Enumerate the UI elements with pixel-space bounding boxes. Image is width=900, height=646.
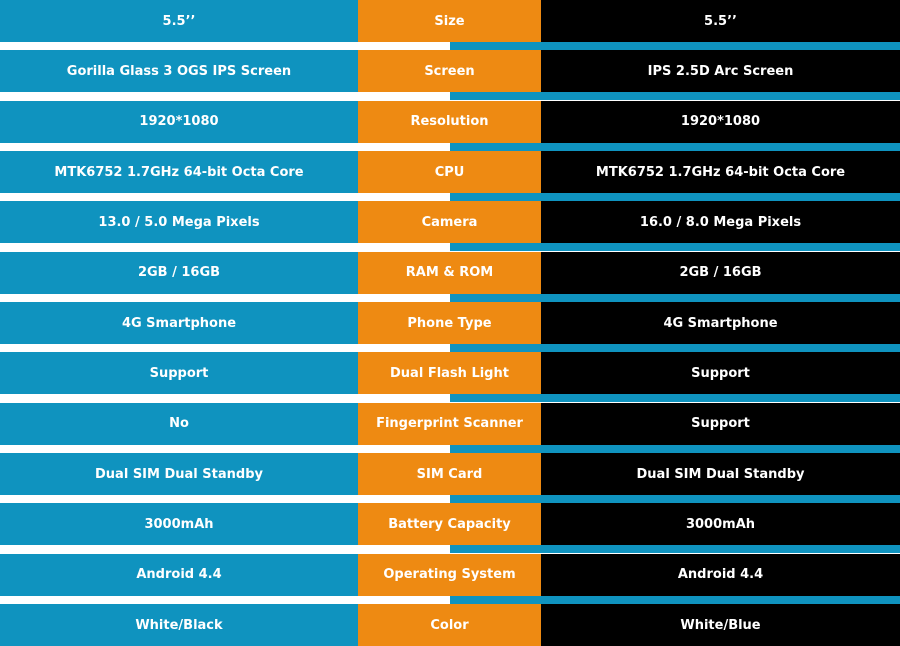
row-separator — [450, 242, 900, 252]
feature-cell: Camera — [358, 201, 541, 244]
value-cell: MTK6752 1.7GHz 64-bit Octa Core — [541, 151, 900, 193]
row-separator — [450, 544, 900, 554]
row-separator — [450, 91, 900, 101]
row-separator — [450, 141, 900, 151]
feature-cell: Resolution — [358, 100, 541, 143]
value-cell: 16.0 / 8.0 Mega Pixels — [541, 201, 900, 244]
row-separator — [450, 494, 900, 503]
row-separator — [450, 393, 900, 403]
row-separator — [450, 343, 900, 352]
value-cell: 3000mAh — [541, 503, 900, 546]
feature-cell: CPU — [358, 151, 541, 193]
value-cell: 5.5’’ — [541, 0, 900, 42]
value-cell: Android 4.4 — [0, 553, 358, 596]
row-separator — [450, 594, 900, 604]
feature-cell: SIM Card — [358, 453, 541, 495]
row-separator — [450, 443, 900, 453]
value-cell: 4G Smartphone — [541, 302, 900, 344]
row-separator — [450, 41, 900, 50]
feature-cell: RAM & ROM — [358, 251, 541, 294]
feature-cell: Phone Type — [358, 302, 541, 344]
value-cell: 3000mAh — [0, 503, 358, 546]
value-cell: 1920*1080 — [541, 100, 900, 143]
feature-cell: Operating System — [358, 553, 541, 596]
feature-cell: Size — [358, 0, 541, 42]
value-cell: IPS 2.5D Arc Screen — [541, 50, 900, 93]
value-cell: Dual SIM Dual Standby — [541, 453, 900, 495]
value-cell: 4G Smartphone — [0, 302, 358, 344]
value-cell: Gorilla Glass 3 OGS IPS Screen — [0, 50, 358, 93]
feature-cell: Screen — [358, 50, 541, 93]
value-cell: Support — [541, 402, 900, 445]
value-cell: 2GB / 16GB — [541, 251, 900, 294]
feature-cell: Dual Flash Light — [358, 352, 541, 395]
value-cell: White/Blue — [541, 604, 900, 646]
value-cell: Support — [541, 352, 900, 395]
value-cell: White/Black — [0, 604, 358, 646]
value-cell: Android 4.4 — [541, 553, 900, 596]
row-separator — [450, 292, 900, 302]
value-cell: Dual SIM Dual Standby — [0, 453, 358, 495]
feature-cell: Battery Capacity — [358, 503, 541, 546]
feature-cell: Color — [358, 604, 541, 646]
value-cell: No — [0, 402, 358, 445]
value-cell: 13.0 / 5.0 Mega Pixels — [0, 201, 358, 244]
value-cell: 2GB / 16GB — [0, 251, 358, 294]
value-cell: 5.5’’ — [0, 0, 358, 42]
row-separator — [450, 192, 900, 201]
value-cell: Support — [0, 352, 358, 395]
feature-cell: Fingerprint Scanner — [358, 402, 541, 445]
value-cell: MTK6752 1.7GHz 64-bit Octa Core — [0, 151, 358, 193]
value-cell: 1920*1080 — [0, 100, 358, 143]
